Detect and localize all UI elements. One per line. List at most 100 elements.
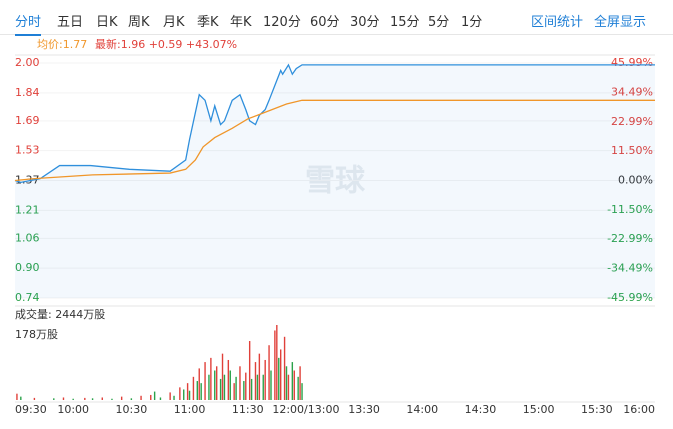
action-link[interactable]: 区间统计 [531, 15, 584, 30]
volume-bar [62, 397, 65, 400]
y-tick-label: 2.00 [15, 56, 40, 69]
volume-bar [293, 370, 295, 400]
volume-bar [16, 393, 18, 400]
action-link[interactable]: 全屏显示 [594, 15, 647, 30]
y-tick-label: 1.21 [15, 203, 40, 216]
volume-bar [270, 370, 272, 400]
volume-bar [227, 359, 230, 400]
volume-bar [274, 330, 276, 400]
volume-bar [301, 383, 303, 400]
volume-bar [84, 397, 86, 400]
volume-bar [91, 398, 94, 400]
volume-bar [208, 374, 210, 400]
volume-bar [268, 345, 270, 400]
volume-bar [278, 357, 280, 400]
volume-bar [254, 362, 257, 400]
volume-bar [235, 376, 237, 400]
volume-bar [204, 362, 206, 400]
volume-bar [287, 374, 290, 400]
tab[interactable]: 1分 [461, 15, 483, 30]
volume-bar [120, 396, 123, 400]
y-tick-label: 0.74 [15, 291, 40, 304]
volume-bar [243, 381, 245, 400]
volume-bar [221, 353, 224, 400]
volume-bar [297, 376, 299, 400]
volume-bar [153, 391, 156, 400]
x-tick-label: 10:00 [57, 403, 89, 416]
volume-bar [33, 397, 36, 400]
volume-bar [262, 374, 264, 400]
y-tick-label: 1.37 [15, 174, 40, 187]
avg-price: 均价:1.77 [37, 38, 87, 51]
tab[interactable]: 季K [197, 15, 219, 30]
volume-bar [283, 336, 286, 400]
tab[interactable]: 30分 [350, 15, 380, 30]
y-tick-label: 0.90 [15, 261, 40, 274]
x-tick-label: 13:30 [348, 403, 380, 416]
y2-tick-label: 34.49% [611, 85, 653, 98]
volume-bar [188, 390, 191, 400]
volume-bar [264, 359, 266, 400]
volume-bar [229, 370, 231, 400]
tab[interactable]: 年K [230, 15, 252, 30]
x-tick-label: 12:00/13:00 [272, 403, 339, 416]
y2-tick-label: 45.99% [611, 56, 653, 69]
volume-bar [276, 325, 278, 400]
volume-bar [223, 374, 226, 400]
volume-bar [245, 372, 247, 400]
volume-bar [140, 395, 142, 400]
tab[interactable]: 日K [96, 15, 118, 30]
series-line [14, 63, 655, 184]
y2-tick-label: -45.99% [607, 291, 653, 304]
volume-bar [173, 395, 175, 400]
y-tick-label: 1.84 [15, 86, 40, 99]
volume-title: 成交量: 2444万股 [15, 307, 105, 321]
volume-bar [215, 366, 218, 400]
volume-bar [299, 366, 301, 400]
tab[interactable]: 五日 [57, 15, 84, 30]
tab[interactable]: 分时 [15, 11, 42, 36]
volume-bar [130, 398, 133, 400]
volume-bar [150, 394, 152, 400]
series-line [14, 99, 655, 182]
y2-tick-label: -34.49% [607, 262, 653, 275]
y2-tick-label: 22.99% [611, 115, 653, 128]
volume-bar [233, 383, 235, 400]
tab[interactable]: 5分 [428, 15, 450, 30]
volume-bar [20, 396, 22, 400]
y-tick-label: 1.69 [15, 114, 40, 127]
volume-bar [169, 392, 171, 400]
volume-bar [250, 378, 253, 400]
x-tick-label: 10:30 [116, 403, 148, 416]
volume-bar [214, 370, 216, 400]
volume-bar [285, 366, 288, 400]
volume-bar [279, 349, 282, 400]
volume-bar [200, 383, 202, 400]
y2-tick-label: 0.00% [618, 174, 653, 187]
y-tick-label: 1.06 [15, 231, 40, 244]
x-tick-label: 09:30 [15, 403, 47, 416]
tab[interactable]: 周K [128, 15, 150, 30]
y2-tick-label: -22.99% [607, 232, 653, 245]
volume-bar [198, 368, 200, 400]
volume-bar [219, 378, 222, 400]
x-tick-label: 11:30 [232, 403, 264, 416]
tab[interactable]: 60分 [310, 15, 340, 30]
y-tick-label: 1.53 [15, 144, 40, 157]
volume-bar [53, 398, 55, 400]
y2-tick-label: 11.50% [611, 144, 653, 157]
volume-bar [196, 381, 199, 400]
volume-bar [248, 341, 251, 400]
volume-bar [291, 362, 294, 400]
tab[interactable]: 月K [163, 15, 185, 30]
tab[interactable]: 15分 [390, 15, 420, 30]
volume-bar [72, 398, 74, 400]
volume-bar [111, 398, 113, 400]
x-tick-label: 16:00 [623, 403, 655, 416]
tab[interactable]: 120分 [263, 15, 301, 30]
volume-bar [101, 397, 103, 400]
volume-bar [239, 366, 241, 400]
tab-bar: 分时 五日 日K 周K 月K 季K 年K 120分 60分 30分 15分 5分 1分 区间统计 全屏显示 [0, 0, 673, 36]
